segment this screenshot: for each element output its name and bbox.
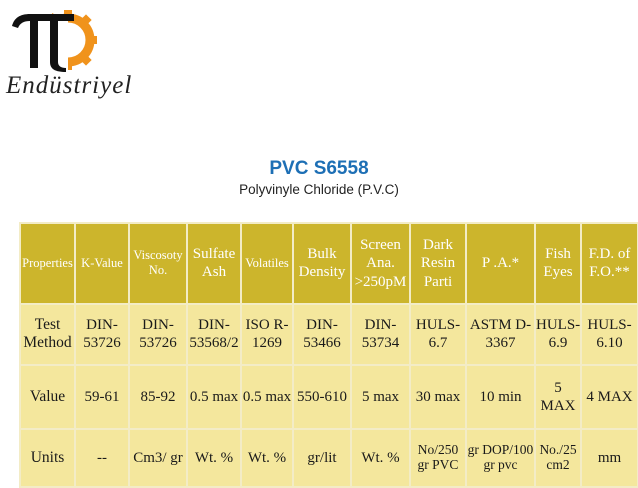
table-cell: Wt. % bbox=[242, 430, 292, 486]
table-cell: 0.5 max bbox=[188, 365, 240, 428]
table-cell: No/250 gr PVC bbox=[411, 430, 465, 486]
table-cell: ASTM D-3367 bbox=[467, 304, 534, 364]
table-header-row: Properties K-Value Viscosoty No. Sulfate… bbox=[21, 224, 637, 303]
table-cell: 5 MAX bbox=[536, 365, 580, 428]
table-cell: 10 min bbox=[467, 365, 534, 428]
table-cell: 4 MAX bbox=[582, 365, 637, 428]
table-cell: Wt. % bbox=[188, 430, 240, 486]
table-cell: 30 max bbox=[411, 365, 465, 428]
page-subtitle: Polyvinyle Chloride (P.V.C) bbox=[239, 182, 399, 197]
table-cell: HULS-6.7 bbox=[411, 304, 465, 364]
header-cell: Viscosoty No. bbox=[130, 224, 186, 303]
pi-icon bbox=[12, 14, 74, 72]
header-cell: P .A.* bbox=[467, 224, 534, 303]
table-cell: gr/lit bbox=[294, 430, 350, 486]
header-cell: Properties bbox=[21, 224, 74, 303]
row-label: Units bbox=[21, 430, 74, 486]
table-cell: DIN-53734 bbox=[352, 304, 409, 364]
table-cell: Wt. % bbox=[352, 430, 409, 486]
table-cell: 5 max bbox=[352, 365, 409, 428]
header-cell: Screen Ana. >250pM bbox=[352, 224, 409, 303]
table-cell: DIN-53726 bbox=[130, 304, 186, 364]
header-cell: Bulk Density bbox=[294, 224, 350, 303]
table-cell: mm bbox=[582, 430, 637, 486]
table-row: Value 59-61 85-92 0.5 max 0.5 max 550-61… bbox=[21, 365, 637, 428]
spec-table: Properties K-Value Viscosoty No. Sulfate… bbox=[19, 222, 638, 488]
table-cell: No./25 cm2 bbox=[536, 430, 580, 486]
row-label: Value bbox=[21, 365, 74, 428]
table-cell: HULS-6.10 bbox=[582, 304, 637, 364]
header-cell: Sulfate Ash bbox=[188, 224, 240, 303]
table-cell: 0.5 max bbox=[242, 365, 292, 428]
table-cell: 59-61 bbox=[76, 365, 128, 428]
table-cell: -- bbox=[76, 430, 128, 486]
header-cell: Volatiles bbox=[242, 224, 292, 303]
table-cell: ISO R-1269 bbox=[242, 304, 292, 364]
table-cell: DIN-53726 bbox=[76, 304, 128, 364]
header-cell: Dark Resin Parti bbox=[411, 224, 465, 303]
table-row: Units -- Cm3/ gr Wt. % Wt. % gr/lit Wt. … bbox=[21, 430, 637, 486]
header-cell: F.D. of F.O.** bbox=[582, 224, 637, 303]
table-cell: DIN-53568/2 bbox=[188, 304, 240, 364]
table-cell: DIN-53466 bbox=[294, 304, 350, 364]
row-label: Test Method bbox=[21, 304, 74, 364]
table-cell: gr DOP/100 gr pvc bbox=[467, 430, 534, 486]
brand-name: Endüstriyel bbox=[6, 72, 133, 99]
header-cell: K-Value bbox=[76, 224, 128, 303]
table-cell: 85-92 bbox=[130, 365, 186, 428]
table-cell: 550-610 bbox=[294, 365, 350, 428]
page-title: PVC S6558 bbox=[269, 158, 369, 179]
table-cell: Cm3/ gr bbox=[130, 430, 186, 486]
company-logo bbox=[12, 10, 97, 72]
table-cell: HULS-6.9 bbox=[536, 304, 580, 364]
header-cell: Fish Eyes bbox=[536, 224, 580, 303]
table-row: Test Method DIN-53726 DIN-53726 DIN-5356… bbox=[21, 304, 637, 364]
